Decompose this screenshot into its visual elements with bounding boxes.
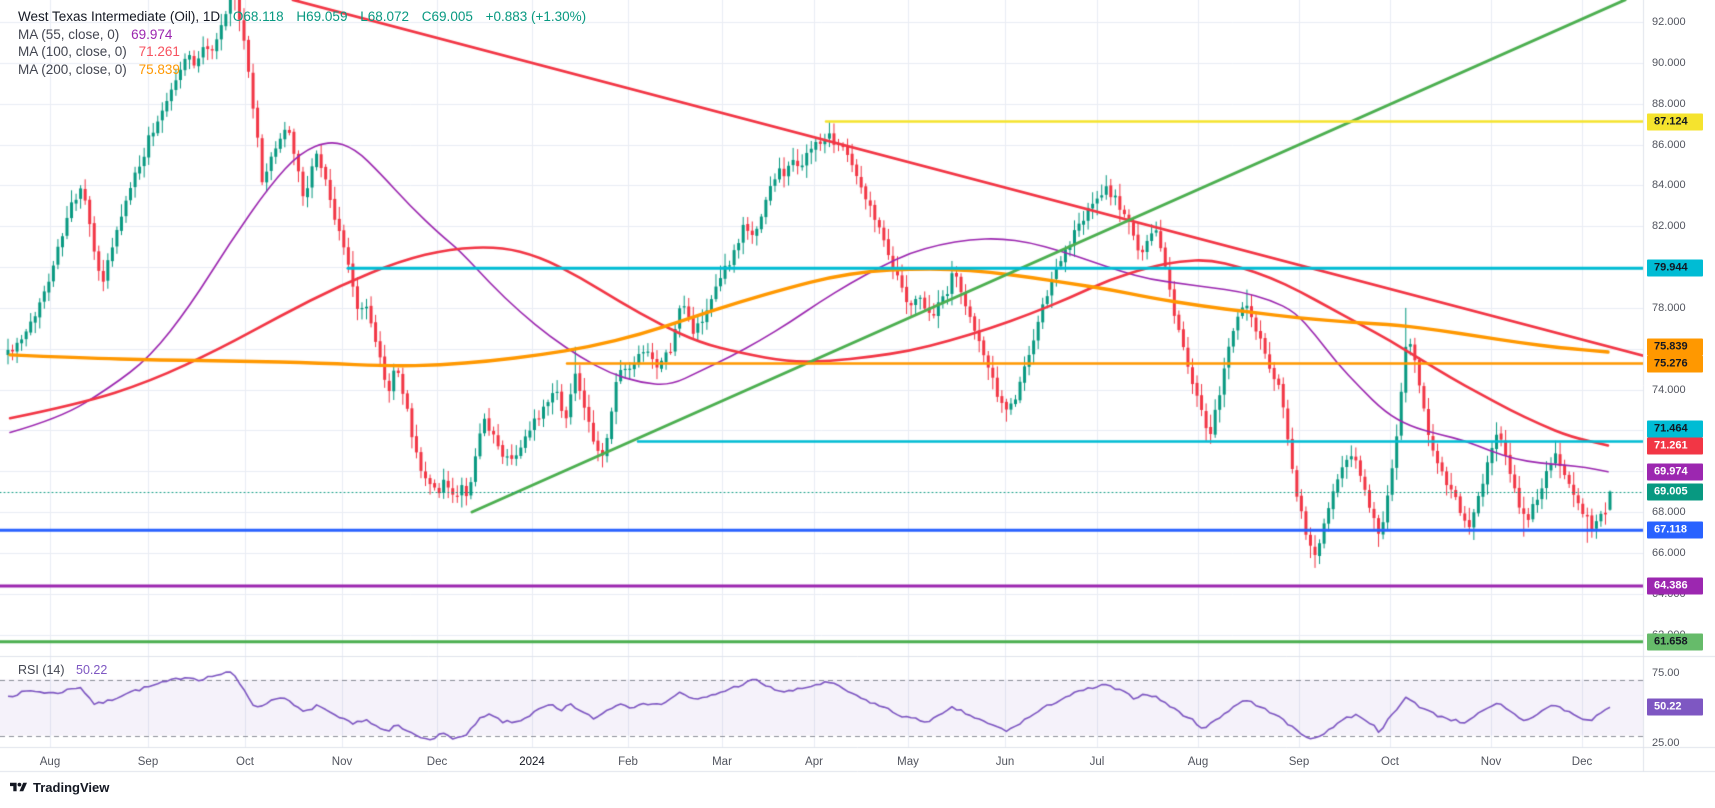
price-tick-label: 66.000 (1652, 546, 1686, 559)
time-axis-label: Oct (236, 756, 254, 768)
time-axis-label: Jun (995, 756, 1015, 768)
price-tick-label: 92.000 (1652, 16, 1686, 28)
tradingview-logo[interactable]: TradingView (10, 780, 109, 795)
time-axis-label: Mar (712, 756, 732, 768)
price-tick-label: 82.000 (1652, 220, 1686, 233)
price-tick-label: 90.000 (1652, 56, 1686, 69)
price-tick-label: 88.000 (1652, 97, 1686, 110)
ma-value-badge: 75.839 (1647, 338, 1703, 356)
last-price-badge: 69.005 (1647, 483, 1703, 501)
time-axis-label: Apr (805, 756, 823, 768)
price-level-badge: 75.276 (1647, 355, 1703, 373)
time-axis-label: 2024 (519, 756, 545, 768)
price-level-badge: 71.464 (1647, 420, 1703, 438)
price-tick-label: 74.000 (1652, 383, 1686, 396)
rsi-tick-label: 75.00 (1652, 666, 1680, 679)
time-axis-label: Nov (331, 756, 353, 768)
price-tick-label: 78.000 (1652, 301, 1686, 314)
time-axis-label: Dec (1571, 756, 1593, 768)
tradingview-logo-icon (10, 782, 27, 792)
time-axis-label: Nov (1480, 756, 1502, 768)
time-axis-label: Sep (137, 756, 159, 768)
time-axis-label: Aug (39, 756, 61, 768)
ma-value-badge: 69.974 (1647, 463, 1703, 481)
price-level-badge: 64.386 (1647, 577, 1703, 595)
time-axis-label: Feb (618, 756, 638, 768)
time-axis-label: May (897, 756, 919, 768)
price-level-badge: 67.118 (1647, 521, 1703, 539)
price-tick-label: 84.000 (1652, 179, 1686, 192)
price-tick-label: 86.000 (1652, 138, 1686, 151)
time-axis-label: Aug (1187, 756, 1209, 768)
price-level-badge: 87.124 (1647, 113, 1703, 131)
time-axis-label: Dec (426, 756, 448, 768)
price-tick-label: 68.000 (1652, 506, 1686, 519)
time-axis-label: Sep (1288, 756, 1310, 768)
time-axis-label: Jul (1089, 756, 1105, 768)
time-axis-label: Oct (1381, 756, 1399, 768)
rsi-tick-label: 25.00 (1652, 736, 1680, 749)
tradingview-logo-text: TradingView (33, 780, 110, 795)
price-level-badge: 61.658 (1647, 633, 1703, 651)
price-level-badge: 79.944 (1647, 259, 1703, 277)
ma-value-badge: 71.261 (1647, 437, 1703, 455)
rsi-value-badge: 50.22 (1647, 698, 1703, 716)
